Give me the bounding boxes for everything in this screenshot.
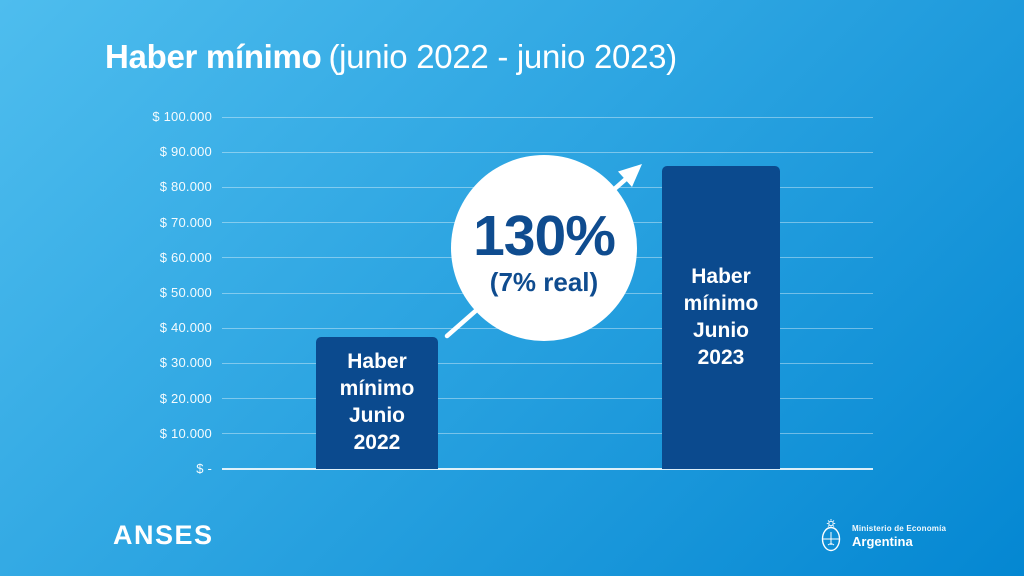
- y-axis-tick-label: $ 30.000: [159, 355, 212, 371]
- growth-percentage: 130%: [473, 204, 616, 268]
- bar-junio-2023: Haber mínimo Junio 2023: [662, 166, 780, 469]
- gridline: [222, 398, 873, 400]
- y-axis-tick-label: $ 60.000: [159, 249, 212, 265]
- gridline: [222, 151, 873, 153]
- anses-logo: ANSES: [113, 520, 214, 550]
- ministry-country: Argentina: [852, 533, 913, 549]
- page-title: Haber mínimo (junio 2022 - junio 2023): [105, 38, 677, 76]
- bar-junio-2022: Haber mínimo Junio 2022: [316, 337, 438, 469]
- title-period: (junio 2022 - junio 2023): [328, 38, 677, 75]
- growth-annotation-bubble: 130% (7% real): [451, 155, 637, 341]
- ministry-name: Ministerio de Economía: [852, 523, 947, 533]
- title-main: Haber mínimo: [105, 38, 322, 75]
- y-axis-tick-label: $ 90.000: [159, 144, 212, 160]
- y-axis-tick-label: $ 40.000: [159, 320, 212, 336]
- gridline: [222, 362, 873, 364]
- bar-label: Haber mínimo Junio 2022: [339, 350, 415, 454]
- y-axis-tick-label: $ 10.000: [159, 425, 212, 441]
- y-axis-tick-label: $ 80.000: [159, 179, 212, 195]
- growth-real-percentage: (7% real): [489, 267, 599, 297]
- ministry-text: Ministerio de Economía Argentina: [852, 524, 946, 549]
- y-axis-tick-label: $ -: [196, 461, 212, 476]
- bar-label: Haber mínimo Junio 2023: [683, 264, 759, 369]
- y-axis-tick-label: $ 20.000: [159, 390, 212, 406]
- argentina-coat-of-arms-icon: [821, 519, 841, 552]
- gridline: [222, 433, 873, 435]
- x-axis-baseline: [222, 468, 873, 470]
- y-axis-tick-label: $ 50.000: [159, 285, 212, 300]
- ministry-logo: Ministerio de Economía Argentina: [818, 518, 946, 554]
- y-axis-tick-label: $ 100.000: [152, 109, 212, 124]
- y-axis-tick-label: $ 70.000: [159, 214, 212, 230]
- gridline: [222, 116, 873, 118]
